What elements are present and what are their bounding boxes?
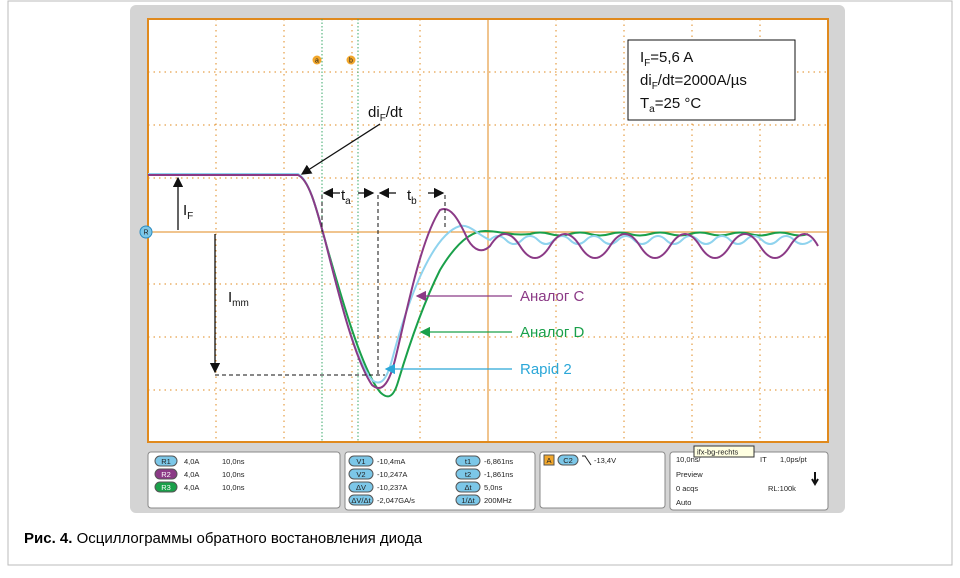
trace-label: Аналог C — [520, 288, 585, 305]
measure-value: 5,0ns — [484, 483, 503, 492]
marker-label: b — [349, 58, 353, 65]
tooltip-text: ifx-bg-rechts — [697, 448, 739, 457]
measure-value: 200MHz — [484, 496, 512, 505]
channel-scale: 4,0A — [184, 470, 199, 479]
trigger-level: -13,4V — [594, 456, 616, 465]
marker-label: R — [143, 230, 148, 237]
trigger-auto: Auto — [676, 498, 691, 507]
marker-label: a — [315, 58, 319, 65]
measure-value: -2,047GA/s — [377, 496, 415, 505]
figure: a b R IF=5,6 A diF/dt=2000A/µs Ta=25 °C … — [0, 0, 960, 573]
measure-name: ΔV — [356, 483, 366, 492]
acqs: 0 acqs — [676, 484, 698, 493]
measure-name: ΔV/Δt — [351, 496, 371, 505]
channel-time: 10,0ns — [222, 457, 245, 466]
measure-name: Δt — [464, 483, 472, 492]
trigger-mode: A — [546, 456, 551, 465]
trigger-source-label: C2 — [563, 456, 573, 465]
channel-scale: 4,0A — [184, 457, 199, 466]
caption: Рис. 4. Осциллограммы обратного востанов… — [24, 530, 423, 547]
measure-value: -6,861ns — [484, 457, 513, 466]
measure-name: V1 — [356, 457, 365, 466]
record-length: RL:100k — [768, 484, 796, 493]
preview: Preview — [676, 470, 703, 479]
measure-value: -10,237A — [377, 483, 407, 492]
measure-value: -10,247A — [377, 470, 407, 479]
channel-name: R1 — [161, 457, 171, 466]
channel-time: 10,0ns — [222, 470, 245, 479]
channel-scale: 4,0A — [184, 483, 199, 492]
resolution: 1,0ps/pt — [780, 455, 808, 464]
measure-name: t1 — [465, 457, 471, 466]
measure-name: 1/Δt — [461, 496, 475, 505]
channel-name: R3 — [161, 483, 171, 492]
trace-label: Аналог D — [520, 324, 585, 341]
measure-value: -10,4mA — [377, 457, 405, 466]
trace-label: Rapid 2 — [520, 361, 572, 378]
channel-time: 10,0ns — [222, 483, 245, 492]
measure-name: t2 — [465, 470, 471, 479]
measure-value: -1,861ns — [484, 470, 513, 479]
channel-name: R2 — [161, 470, 171, 479]
measure-name: V2 — [356, 470, 365, 479]
acq-mode: IT — [760, 455, 767, 464]
